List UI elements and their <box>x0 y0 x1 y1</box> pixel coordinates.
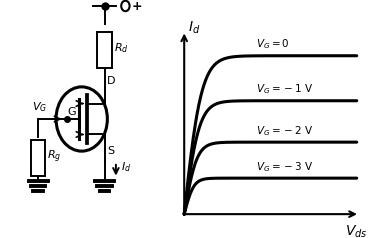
Text: $R_g$: $R_g$ <box>47 149 61 165</box>
Bar <box>97 32 112 68</box>
Text: $R_d$: $R_d$ <box>114 41 129 55</box>
Text: D: D <box>108 76 116 86</box>
Text: $V_G = -1$ V: $V_G = -1$ V <box>256 82 314 96</box>
Text: $I_d$: $I_d$ <box>120 160 131 174</box>
Text: $I_d$: $I_d$ <box>188 20 200 36</box>
Text: $V_{ds}$: $V_{ds}$ <box>345 224 368 238</box>
Text: G: G <box>68 107 76 117</box>
Text: $V_G = -2$ V: $V_G = -2$ V <box>256 124 314 138</box>
Text: +: + <box>132 0 142 13</box>
Text: $V_G$: $V_G$ <box>32 101 48 114</box>
Text: S: S <box>108 145 114 155</box>
Text: $V_G = -3$ V: $V_G = -3$ V <box>256 160 314 174</box>
Bar <box>31 140 45 176</box>
Text: $V_G = 0$: $V_G = 0$ <box>256 37 290 51</box>
